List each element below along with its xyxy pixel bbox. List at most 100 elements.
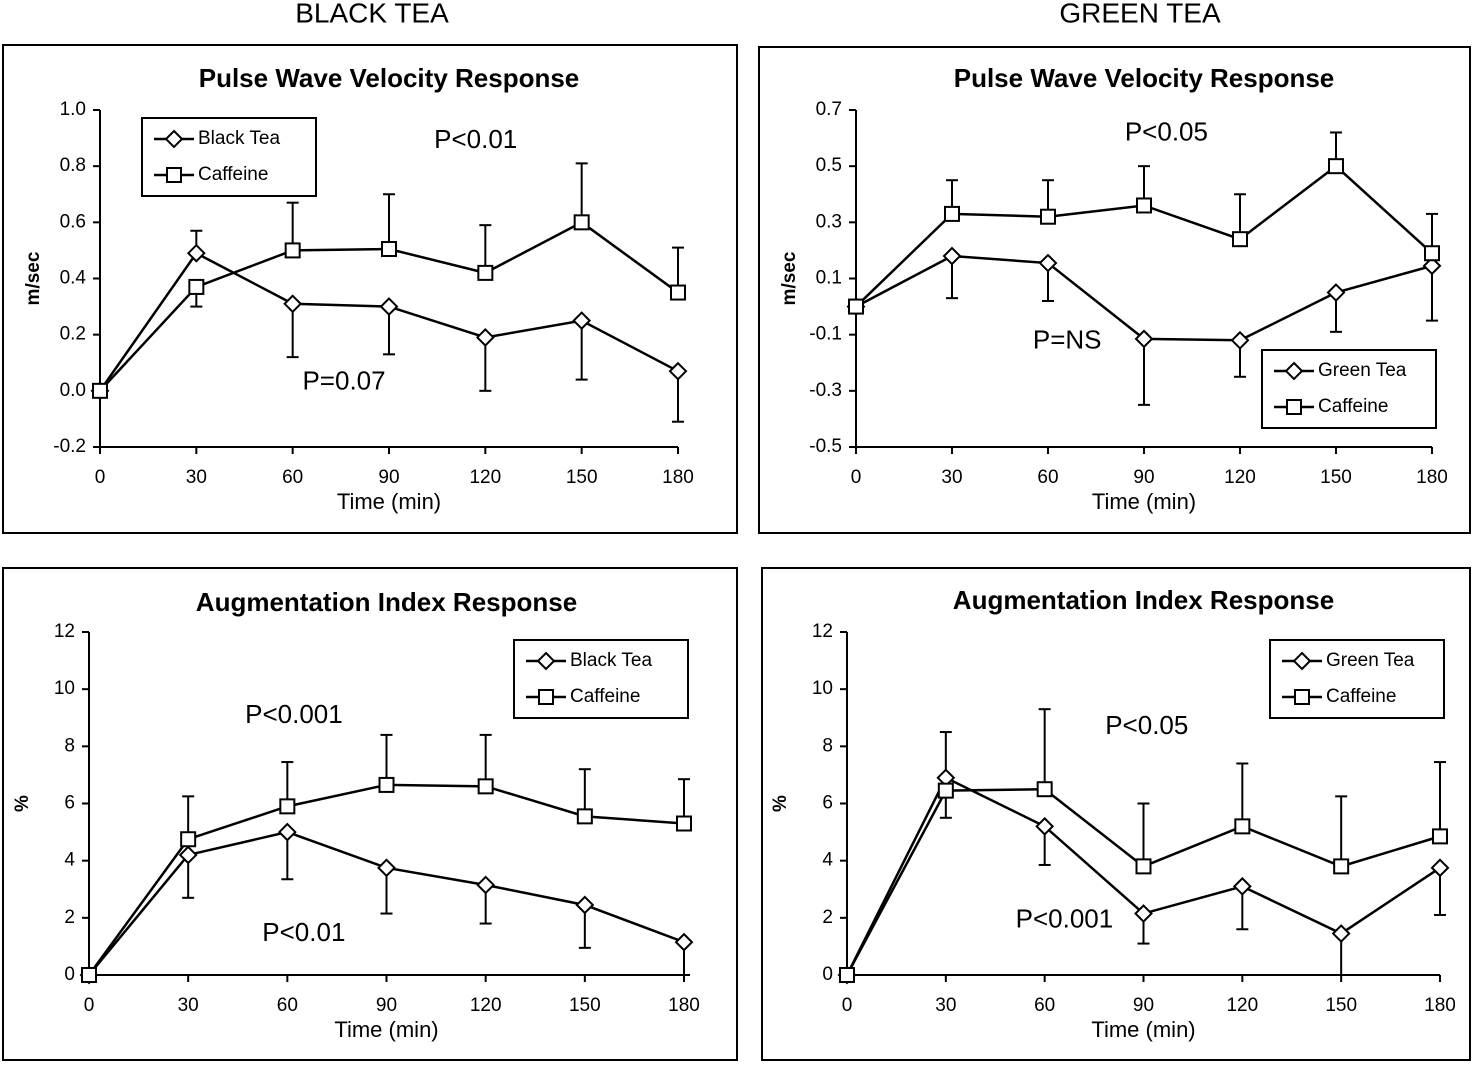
annotation: P=0.07 — [302, 365, 385, 395]
y-tick-label: -0.1 — [809, 324, 842, 345]
x-tick-label: 0 — [95, 467, 106, 488]
marker — [1234, 818, 1251, 835]
column-header: BLACK TEA — [295, 0, 449, 28]
y-tick-label: 4 — [64, 850, 75, 871]
y-tick-label: 10 — [54, 678, 75, 699]
y-tick-label: 0 — [64, 964, 75, 985]
y-axis-label: % — [770, 795, 791, 812]
x-tick-label: 0 — [842, 995, 853, 1016]
y-tick-label: 12 — [812, 621, 833, 642]
x-tick-label: 150 — [1320, 467, 1352, 488]
x-axis-label: Time (min) — [1092, 489, 1196, 514]
x-tick-label: 150 — [1325, 995, 1357, 1016]
marker — [477, 778, 494, 795]
x-tick-label: 120 — [470, 995, 502, 1016]
marker — [1422, 256, 1442, 276]
marker — [1134, 329, 1154, 349]
marker — [573, 214, 590, 231]
marker — [1326, 283, 1346, 302]
x-tick-label: 30 — [935, 995, 956, 1016]
x-tick-label: 0 — [84, 995, 95, 1016]
x-tick-label: 90 — [376, 995, 397, 1016]
legend-marker — [1286, 399, 1302, 415]
legend-marker — [164, 129, 184, 149]
legend-label: Black Tea — [198, 128, 280, 149]
legend-label: Caffeine — [1326, 686, 1396, 707]
marker — [81, 967, 97, 983]
y-tick-label: 0.5 — [816, 155, 842, 176]
marker — [676, 815, 692, 832]
legend-marker — [1284, 361, 1304, 381]
x-tick-label: 60 — [277, 995, 298, 1016]
legend-label: Green Tea — [1318, 360, 1407, 381]
marker — [937, 782, 954, 799]
y-tick-label: 0.3 — [816, 211, 842, 232]
x-tick-label: 30 — [186, 467, 207, 488]
marker — [942, 246, 962, 266]
x-tick-label: 60 — [1037, 467, 1058, 488]
annotation: P<0.01 — [434, 124, 517, 154]
marker — [1035, 816, 1055, 836]
y-axis-label: m/sec — [23, 251, 44, 305]
y-tick-label: -0.3 — [809, 380, 842, 401]
x-tick-label: 180 — [1424, 995, 1456, 1016]
marker — [92, 382, 108, 399]
legend-label: Caffeine — [198, 164, 268, 185]
x-tick-label: 90 — [378, 467, 399, 488]
x-axis-label: Time (min) — [1091, 1017, 1195, 1042]
y-tick-label: 0 — [822, 964, 833, 985]
y-tick-label: 6 — [822, 793, 833, 814]
x-tick-label: 180 — [662, 467, 694, 488]
panel-frame — [2, 44, 738, 534]
marker — [674, 932, 694, 952]
marker — [839, 967, 855, 983]
panel-frame — [758, 46, 1471, 534]
annotation: P=NS — [1033, 325, 1102, 355]
y-tick-label: 8 — [822, 735, 833, 756]
x-axis-label: Time (min) — [334, 1017, 438, 1042]
marker — [477, 264, 494, 281]
marker — [377, 858, 396, 878]
chart-title: Augmentation Index Response — [953, 585, 1334, 615]
y-tick-label: 0.8 — [60, 155, 86, 176]
marker — [186, 243, 206, 263]
marker — [1232, 876, 1252, 896]
y-axis-label: m/sec — [779, 251, 800, 305]
legend-label: Caffeine — [1318, 396, 1388, 417]
marker — [475, 328, 495, 347]
x-tick-label: 30 — [178, 995, 199, 1016]
marker — [378, 776, 395, 793]
annotation: P<0.05 — [1105, 710, 1188, 740]
marker — [572, 311, 592, 331]
chart-title: Pulse Wave Velocity Response — [199, 63, 580, 93]
marker — [178, 845, 198, 865]
y-tick-label: 12 — [54, 621, 75, 642]
marker — [279, 798, 296, 815]
legend-marker — [538, 689, 554, 705]
y-tick-label: 0.7 — [816, 99, 842, 120]
y-tick-label: -0.5 — [809, 436, 842, 457]
y-tick-label: 2 — [822, 907, 833, 928]
annotation: P<0.01 — [262, 917, 345, 947]
panel-frame — [761, 567, 1471, 1061]
marker — [848, 298, 864, 315]
y-tick-label: 0.2 — [60, 324, 86, 345]
marker — [944, 205, 960, 222]
x-tick-label: 60 — [1034, 995, 1055, 1016]
x-tick-label: 120 — [469, 467, 501, 488]
marker — [283, 294, 303, 314]
marker — [379, 297, 399, 316]
marker — [1036, 781, 1053, 798]
y-tick-label: 8 — [64, 735, 75, 756]
y-tick-label: 0.0 — [60, 380, 86, 401]
marker — [1333, 858, 1350, 875]
x-tick-label: 150 — [569, 995, 601, 1016]
chart-title: Pulse Wave Velocity Response — [954, 63, 1335, 93]
y-tick-label: 0.1 — [816, 268, 842, 289]
marker — [476, 875, 496, 895]
marker — [1038, 253, 1058, 273]
x-tick-label: 180 — [1416, 467, 1448, 488]
x-tick-label: 90 — [1133, 995, 1154, 1016]
x-tick-label: 90 — [1133, 467, 1154, 488]
